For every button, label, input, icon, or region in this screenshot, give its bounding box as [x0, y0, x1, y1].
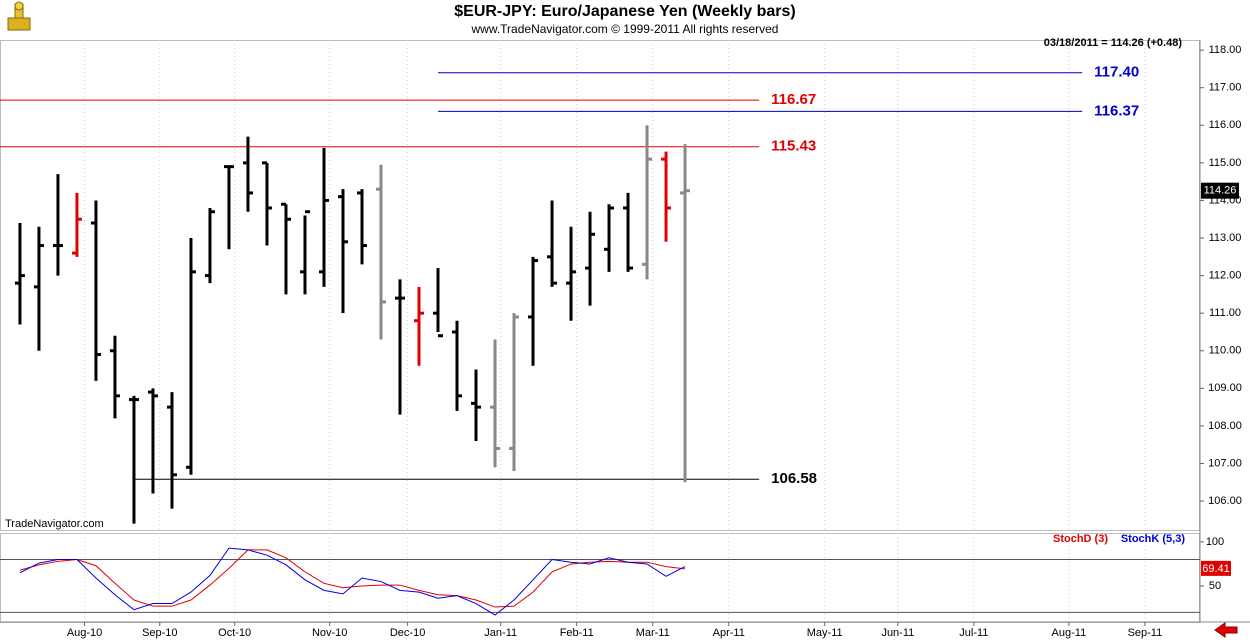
x-tick-label: May-11	[807, 627, 843, 639]
y-tick-label: 113.00	[1209, 232, 1242, 244]
scroll-arrow[interactable]	[1214, 622, 1238, 638]
y-tick-label: 111.00	[1209, 307, 1241, 319]
legend-label: StochD (3)	[1053, 533, 1108, 545]
y-tick-label: 106.00	[1208, 495, 1242, 507]
legend-label: StochK (5,3)	[1121, 533, 1186, 545]
level-label: 117.40	[1094, 64, 1139, 81]
y-tick-label: 110.00	[1209, 345, 1242, 357]
watermark: TradeNavigator.com	[5, 518, 104, 530]
y-tick-label: 116.00	[1209, 119, 1242, 131]
y-tick-label: 50	[1209, 580, 1221, 592]
status: 03/18/2011 = 114.26 (+0.48)	[1044, 37, 1183, 49]
x-tick-label: Aug-10	[67, 627, 102, 639]
last-value-tag	[1201, 182, 1239, 199]
x-tick-label: Nov-10	[312, 627, 347, 639]
y-tick-label: 117.00	[1209, 82, 1242, 94]
y-tick-label: 109.00	[1208, 382, 1242, 394]
logo	[7, 1, 31, 31]
x-tick-label: Jun-11	[881, 627, 914, 639]
series-line	[19, 547, 686, 616]
subtitle: www.TradeNavigator.com © 1999-2011 All r…	[471, 22, 779, 36]
level-label: 115.43	[771, 138, 816, 155]
y-tick-label: 107.00	[1208, 457, 1242, 469]
series-line	[19, 549, 686, 608]
x-tick-label: Sep-11	[1128, 627, 1163, 639]
level-label: 116.67	[771, 91, 816, 108]
y-tick-label: 118.00	[1209, 44, 1242, 56]
y-tick-label: 108.00	[1208, 420, 1242, 432]
x-tick-label: Jul-11	[959, 627, 988, 639]
last-value-label: 114.26	[1204, 185, 1237, 197]
x-tick-label: Aug-11	[1052, 627, 1087, 639]
x-tick-label: Jan-11	[484, 627, 517, 639]
y-tick-label: 112.00	[1209, 270, 1242, 282]
x-tick-label: Apr-11	[713, 627, 745, 639]
x-tick-label: Feb-11	[560, 627, 594, 639]
level-label: 106.58	[771, 470, 817, 487]
x-tick-label: Mar-11	[636, 627, 670, 639]
x-tick-label: Dec-10	[390, 627, 425, 639]
x-tick-label: Oct-10	[218, 627, 251, 639]
y-tick-label: 100	[1206, 536, 1224, 548]
level-label: 116.37	[1094, 102, 1139, 119]
last-value-tag	[1201, 560, 1231, 576]
chart-title: $EUR-JPY: Euro/Japanese Yen (Weekly bars…	[454, 3, 795, 20]
y-tick-label: 115.00	[1209, 157, 1242, 169]
x-tick-label: Sep-10	[142, 627, 177, 639]
last-value-label: 69.41	[1202, 563, 1230, 575]
